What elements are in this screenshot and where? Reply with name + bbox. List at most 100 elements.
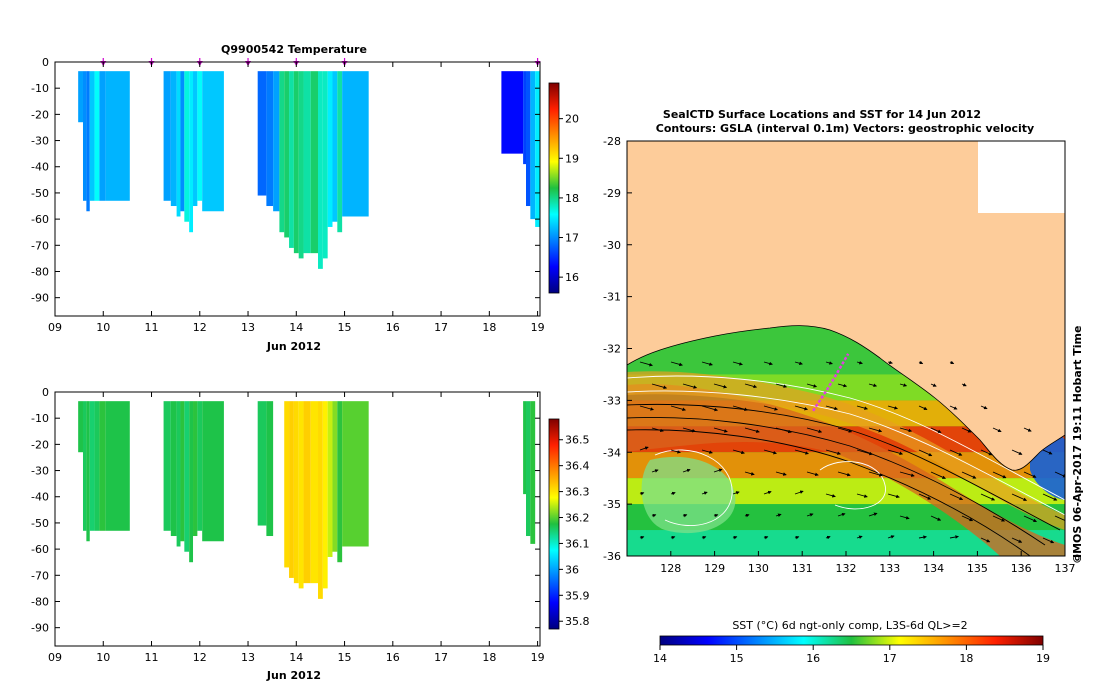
x-tick-label: 12 (193, 651, 207, 664)
map-y-tick-label: -36 (603, 550, 621, 563)
profile-cell (293, 401, 299, 584)
x-tick-label: 14 (289, 321, 303, 334)
profile-cell (86, 71, 90, 212)
profile-cell (332, 71, 338, 222)
velocity-vector (639, 405, 654, 411)
profile-cell (193, 71, 198, 207)
profile-cell (298, 401, 304, 589)
velocity-vector (918, 535, 927, 539)
velocity-vector (670, 449, 681, 454)
profile-cell (266, 401, 274, 537)
velocity-vector (1011, 449, 1023, 455)
velocity-vector (763, 449, 777, 455)
profile-cell (257, 401, 267, 526)
profile-cell (184, 401, 190, 552)
profile-cell (99, 401, 106, 531)
x-tick-label: 19 (531, 321, 545, 334)
salinity-xlabel: Jun 2012 (266, 669, 321, 682)
y-tick-label: -30 (31, 135, 49, 148)
x-tick-label: 15 (338, 651, 352, 664)
profile-cell (523, 401, 527, 495)
y-tick-label: -50 (31, 187, 49, 200)
x-tick-label: 13 (241, 651, 255, 664)
profile-cell (197, 401, 203, 531)
velocity-vector (856, 449, 873, 456)
colorbar-tick-label: 36.3 (565, 486, 590, 499)
colorbar-tick-label: 20 (565, 113, 579, 126)
x-tick-label: 11 (145, 321, 159, 334)
velocity-vector (713, 383, 728, 389)
map-x-tick-label: 128 (660, 562, 681, 575)
profile-cell (82, 401, 87, 531)
velocity-vector (1054, 515, 1065, 523)
x-tick-label: 19 (531, 651, 545, 664)
velocity-vector (651, 513, 657, 518)
map-y-tick-label: -32 (603, 343, 621, 356)
velocity-vector (763, 361, 773, 366)
y-tick-label: -40 (31, 491, 49, 504)
velocity-vector (1042, 537, 1055, 544)
velocity-vector (763, 405, 778, 411)
velocity-vector (868, 383, 878, 388)
velocity-vector (980, 449, 993, 456)
velocity-vector (775, 471, 787, 476)
colorbar-tick-label: 17 (565, 232, 579, 245)
profile-cell (170, 71, 177, 207)
velocity-vector (930, 515, 942, 521)
temperature-xlabel: Jun 2012 (266, 340, 321, 353)
profile-cell (523, 71, 527, 165)
profile-cell (202, 401, 224, 542)
map-area (627, 141, 1065, 556)
y-tick-label: -10 (31, 82, 49, 95)
map-x-tick-label: 129 (704, 562, 725, 575)
profile-cell (197, 71, 203, 201)
y-tick-label: 0 (42, 56, 49, 69)
profile-cell (289, 71, 294, 248)
profile-cell (501, 71, 524, 154)
profile-cell (105, 401, 130, 531)
profile-cell (284, 401, 290, 568)
contour-line (654, 449, 733, 527)
velocity-vector (732, 535, 738, 540)
velocity-vector (856, 360, 863, 365)
temperature-y-axis: 0 -10 -20 -30 -40 -50 -60 -70 -80 -90 (31, 56, 540, 305)
velocity-vector (980, 405, 988, 410)
x-tick-label: 13 (241, 321, 255, 334)
velocity-vector (682, 468, 691, 473)
map-y-tick-label: -31 (603, 291, 621, 304)
map-title: SealCTD Surface Locations and SST for 14… (663, 108, 981, 121)
velocity-vector (701, 491, 708, 495)
velocity-vector (949, 405, 958, 410)
velocity-vector (949, 535, 959, 539)
profile-cell (303, 71, 311, 254)
copyright-icon: © (1071, 553, 1084, 564)
map-x-tick-label: 134 (923, 562, 944, 575)
profile-cell (322, 401, 328, 589)
y-tick-label: -20 (31, 438, 49, 451)
velocity-vector (639, 361, 653, 367)
profile-cell (327, 71, 333, 227)
sst-colorbar (659, 635, 1044, 646)
velocity-vector (930, 427, 942, 433)
y-tick-label: -70 (31, 569, 49, 582)
map-x-tick-label: 133 (879, 562, 900, 575)
map-y-tick-label: -28 (603, 135, 621, 148)
x-tick-label: 15 (338, 321, 352, 334)
salinity-cells (78, 401, 536, 599)
x-tick-label: 10 (96, 321, 110, 334)
velocity-vector (887, 405, 898, 410)
temperature-section: Q9900542 Temperature 09 10 11 12 13 14 15 16 17 1… (31, 43, 579, 353)
map-y-tick-label: -34 (603, 446, 621, 459)
velocity-vector (992, 515, 1006, 522)
velocity-vector (856, 535, 863, 539)
velocity-vector (732, 361, 743, 366)
velocity-vector (992, 427, 1002, 433)
velocity-vector (670, 405, 686, 411)
x-tick-label: 12 (193, 321, 207, 334)
velocity-vector (670, 361, 683, 367)
salinity-colorbar-ticks: 35.8 35.9 36 36.1 36.2 36.3 36.4 36.5 (559, 434, 590, 628)
x-tick-label: 18 (482, 651, 496, 664)
profile-cell (535, 71, 540, 227)
temperature-colorbar-ticks: 16 17 18 19 20 (559, 113, 579, 284)
